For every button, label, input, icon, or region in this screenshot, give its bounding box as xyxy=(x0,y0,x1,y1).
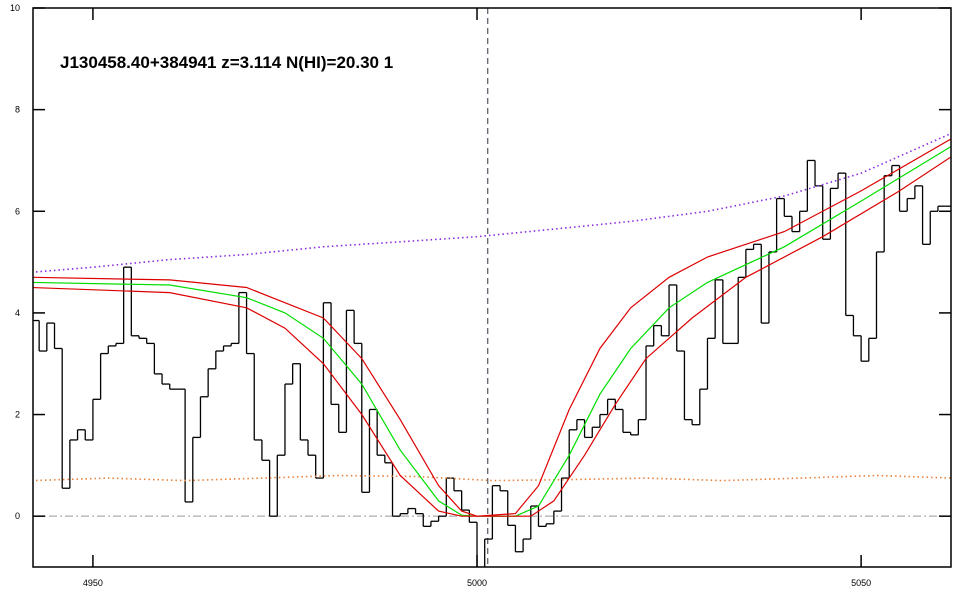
model-line xyxy=(33,132,951,273)
y-tick-label: 10 xyxy=(10,3,20,13)
y-tick-label: 2 xyxy=(15,410,20,420)
plot-area xyxy=(33,8,951,567)
plot-frame xyxy=(32,7,952,568)
y-tick-label: 8 xyxy=(15,105,20,115)
model-line xyxy=(33,156,951,517)
x-tick-label: 5000 xyxy=(467,578,487,588)
model-line xyxy=(33,474,951,482)
annotation: J130458.40+384941 z=3.114 N(HI)=20.30 1 xyxy=(60,53,393,72)
model-line xyxy=(33,138,951,517)
y-tick-label: 0 xyxy=(15,511,20,521)
x-tick-label: 5050 xyxy=(851,578,871,588)
y-tick-label: 6 xyxy=(15,206,20,216)
x-tick-label: 4950 xyxy=(83,578,103,588)
y-tick-label: 4 xyxy=(15,308,20,318)
